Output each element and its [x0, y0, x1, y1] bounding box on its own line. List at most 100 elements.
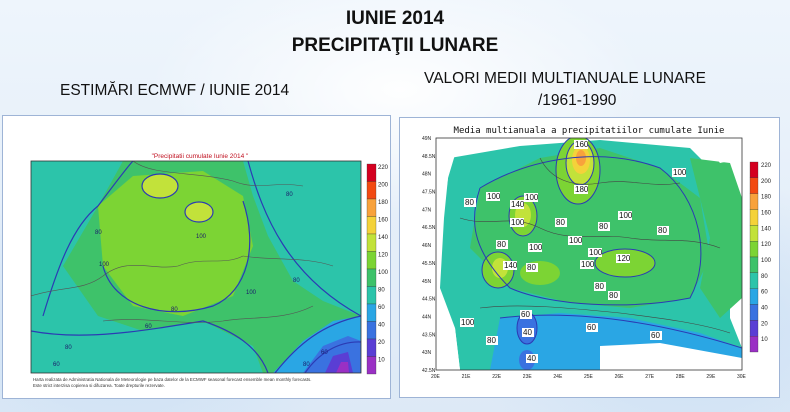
- svg-text:180: 180: [575, 185, 589, 194]
- ecmwf-colorbar-swatch: [366, 338, 377, 357]
- ecmwf-colorbar-swatch: [366, 198, 377, 217]
- multiannual-colorbar-swatch: [749, 209, 759, 226]
- svg-text:80: 80: [658, 226, 667, 235]
- multiannual-colorbar-label: 220: [761, 163, 772, 169]
- svg-text:80: 80: [599, 222, 608, 231]
- longitude-tick-label: 23E: [523, 374, 533, 380]
- multiannual-map-title: Media multianuala a precipitatiilor cumu…: [454, 126, 725, 136]
- right-panel-heading-period: /1961-1990: [538, 92, 617, 109]
- multiannual-colorbar-label: 160: [761, 211, 772, 217]
- svg-text:120: 120: [617, 254, 631, 263]
- right-panel-heading: VALORI MEDII MULTIANUALE LUNARE: [424, 70, 706, 87]
- longitude-tick-label: 22E: [492, 374, 502, 380]
- multiannual-latitude-ticks: 49N 48.5N 48N 47.5N 47N 46.5N 46N 45.5N 45N 44.5N…: [422, 136, 436, 374]
- latitude-tick-label: 46.5N: [422, 225, 436, 231]
- longitude-tick-label: 28E: [676, 374, 686, 380]
- ecmwf-colorbar-label: 160: [378, 218, 389, 224]
- svg-text:60: 60: [53, 362, 60, 368]
- multiannual-colorbar-label: 20: [761, 321, 768, 327]
- longitude-tick-label: 27E: [645, 374, 655, 380]
- multiannual-colorbar: 220 200 180 160 140 120 100 80 60 40 20 10: [749, 161, 772, 353]
- ecmwf-colorbar-label: 200: [378, 183, 389, 189]
- svg-text:100: 100: [525, 193, 539, 202]
- ecmwf-colorbar: 220 200 180 160 140 120 100 80 60 40 20 10: [366, 163, 389, 375]
- svg-text:80: 80: [171, 307, 178, 313]
- svg-text:60: 60: [651, 331, 660, 340]
- svg-text:100: 100: [246, 290, 257, 296]
- svg-text:80: 80: [497, 240, 506, 249]
- svg-text:60: 60: [521, 310, 530, 319]
- longitude-tick-label: 20E: [431, 374, 441, 380]
- svg-text:80: 80: [65, 345, 72, 351]
- ecmwf-footnote-line2: Este strict interzisa copierea si difuza…: [33, 383, 165, 388]
- ecmwf-colorbar-label: 180: [378, 200, 389, 206]
- latitude-tick-label: 49N: [422, 136, 432, 142]
- ecmwf-forecast-map: "Precipitatii cumulate Iunie 2014 ": [2, 115, 391, 399]
- longitude-tick-label: 25E: [584, 374, 594, 380]
- svg-text:40: 40: [523, 328, 532, 337]
- svg-text:60: 60: [321, 350, 328, 356]
- svg-text:100: 100: [99, 262, 110, 268]
- multiannual-contour-labels: 160 180 100 140 100 80 100 80 100 80 80 …: [460, 140, 687, 363]
- multiannual-longitude-ticks: 20E 21E 22E 23E 24E 25E 26E 27E 28E 29E 30E: [431, 374, 747, 380]
- multiannual-colorbar-swatch: [749, 288, 759, 305]
- latitude-tick-label: 48.5N: [422, 154, 436, 160]
- svg-text:40: 40: [527, 354, 536, 363]
- latitude-tick-label: 45N: [422, 279, 432, 285]
- longitude-tick-label: 29E: [706, 374, 716, 380]
- multiannual-colorbar-label: 60: [761, 290, 768, 296]
- multiannual-colorbar-label: 140: [761, 226, 772, 232]
- svg-text:80: 80: [556, 218, 565, 227]
- ecmwf-colorbar-label: 220: [378, 165, 389, 171]
- multiannual-colorbar-swatch: [749, 256, 759, 273]
- svg-text:60: 60: [587, 323, 596, 332]
- latitude-tick-label: 43N: [422, 350, 432, 356]
- latitude-tick-label: 45.5N: [422, 261, 436, 267]
- multiannual-colorbar-label: 180: [761, 195, 772, 201]
- page-subtitle: PRECIPITAŢII LUNARE: [291, 35, 499, 56]
- svg-text:100: 100: [581, 260, 595, 269]
- svg-text:100: 100: [619, 211, 633, 220]
- svg-text:100: 100: [487, 192, 501, 201]
- longitude-tick-label: 26E: [615, 374, 625, 380]
- svg-text:80: 80: [609, 291, 618, 300]
- multiannual-colorbar-label: 120: [761, 242, 772, 248]
- svg-text:100: 100: [461, 318, 475, 327]
- svg-text:80: 80: [595, 282, 604, 291]
- multiannual-colorbar-swatch: [749, 225, 759, 242]
- multiannual-colorbar-swatch: [749, 320, 759, 337]
- latitude-tick-label: 44N: [422, 314, 432, 320]
- svg-text:80: 80: [465, 198, 474, 207]
- multiannual-colorbar-label: 100: [761, 258, 772, 264]
- svg-text:100: 100: [569, 236, 583, 245]
- multiannual-colorbar-swatch: [749, 177, 759, 194]
- latitude-tick-label: 48N: [422, 172, 432, 178]
- svg-text:100: 100: [529, 243, 543, 252]
- svg-text:80: 80: [527, 263, 536, 272]
- latitude-tick-label: 42.5N: [422, 368, 436, 374]
- page-title: IUNIE 2014: [345, 8, 445, 29]
- multiannual-colorbar-swatch: [749, 193, 759, 210]
- latitude-tick-label: 47.5N: [422, 190, 436, 196]
- ecmwf-colorbar-label: 100: [378, 270, 389, 276]
- latitude-tick-label: 46N: [422, 243, 432, 249]
- svg-text:140: 140: [504, 261, 518, 270]
- ecmwf-colorbar-label: 60: [378, 305, 385, 311]
- multiannual-colorbar-swatch: [749, 304, 759, 321]
- svg-text:100: 100: [511, 218, 525, 227]
- multiannual-colorbar-label: 80: [761, 274, 768, 280]
- ecmwf-colorbar-swatch: [366, 356, 377, 375]
- svg-text:80: 80: [487, 336, 496, 345]
- multiannual-colorbar-label: 10: [761, 337, 768, 343]
- longitude-tick-label: 21E: [462, 374, 472, 380]
- ecmwf-colorbar-swatch: [366, 216, 377, 235]
- ecmwf-colorbar-swatch: [366, 286, 377, 305]
- svg-text:60: 60: [145, 324, 152, 330]
- svg-text:160: 160: [575, 140, 589, 149]
- left-panel-heading: ESTIMĂRI ECMWF / IUNIE 2014: [60, 82, 290, 99]
- ecmwf-colorbar-swatch: [366, 233, 377, 252]
- ecmwf-colorbar-label: 120: [378, 253, 389, 259]
- ecmwf-map-title: "Precipitatii cumulate Iunie 2014 ": [152, 153, 249, 160]
- multiannual-mean-map: Media multianuala a precipitatiilor cumu…: [399, 117, 780, 398]
- latitude-tick-label: 44.5N: [422, 297, 436, 303]
